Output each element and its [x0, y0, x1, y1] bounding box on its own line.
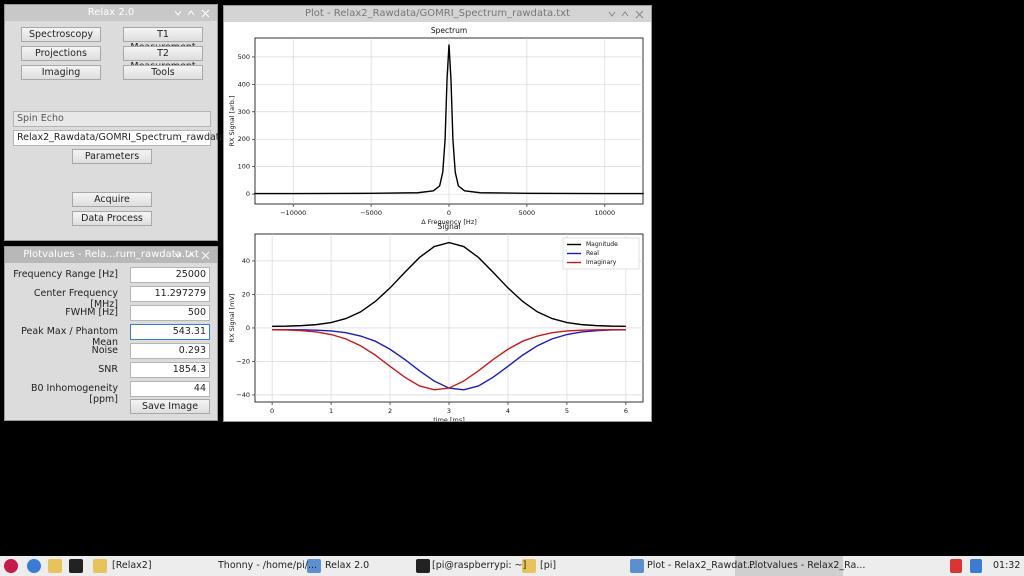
x-axis-label: Δ Frequency [Hz]	[421, 218, 477, 226]
button[interactable]: Data Process	[72, 211, 152, 226]
x-axis-label: time [ms]	[433, 416, 465, 421]
data-line	[254, 44, 644, 195]
volume-icon[interactable]	[970, 559, 982, 573]
button[interactable]: Save Image	[130, 399, 210, 414]
task-item[interactable]: Plotvalues - Relax2_Ra...	[749, 560, 866, 571]
y-axis-label: RX Signal [arb.]	[228, 96, 236, 147]
button[interactable]: Parameters	[72, 149, 152, 164]
y-tick-label: 0	[246, 324, 250, 332]
button[interactable]: Spectroscopy	[21, 27, 101, 42]
x-tick-label: 3	[447, 407, 451, 415]
window-title: Plotvalues - Rela...rum_rawdata.txt	[23, 249, 199, 260]
chart-title: Signal	[437, 222, 460, 231]
y-tick-label: 20	[242, 290, 250, 298]
y-axis-label: RX Signal [mV]	[228, 294, 236, 343]
y-tick-label: 300	[238, 108, 250, 116]
field-label: Center Frequency [MHz]	[33, 288, 118, 310]
value-field[interactable]: 25000	[130, 267, 210, 283]
x-tick-label: 0	[270, 407, 274, 415]
value-field[interactable]: 44	[130, 381, 210, 397]
browser-icon[interactable]	[27, 559, 41, 573]
field-label: SNR	[98, 364, 118, 375]
task-item[interactable]: Relax 2.0	[325, 560, 370, 571]
path-field[interactable]: Relax2_Rawdata/GOMRI_Spectrum_rawdata	[13, 130, 225, 146]
window-title: Plot - Relax2_Rawdata/GOMRI_Spectrum_raw…	[304, 8, 571, 19]
active-task	[735, 556, 843, 576]
y-tick-label: −40	[236, 391, 250, 399]
button[interactable]: T1 Measurement	[123, 27, 203, 53]
task-item[interactable]: Thonny - /home/pi/...	[218, 560, 318, 571]
y-tick-label: 200	[238, 135, 250, 143]
window-controls[interactable]	[173, 250, 213, 260]
sequence-combo[interactable]: Spin Echo	[13, 111, 211, 127]
x-tick-label: −5000	[360, 209, 382, 217]
window-controls[interactable]	[173, 8, 213, 18]
value-field[interactable]: 11.297279	[130, 286, 210, 302]
x-tick-label: 1	[329, 407, 333, 415]
value-field[interactable]: 500	[130, 305, 210, 321]
field-label: Frequency Range [Hz]	[13, 269, 118, 280]
network-icon[interactable]	[950, 559, 962, 573]
y-tick-label: 40	[242, 257, 250, 265]
title-bar: Plotvalues - Rela...rum_rawdata.txt	[5, 247, 217, 263]
y-tick-label: −20	[236, 357, 250, 365]
x-tick-label: 5	[565, 407, 569, 415]
legend-label: Imaginary	[586, 259, 617, 266]
legend-label: Magnitude	[586, 241, 618, 248]
value-field[interactable]: 543.31	[130, 324, 210, 340]
x-tick-label: 5000	[519, 209, 536, 217]
field-label: FWHM [Hz]	[65, 307, 118, 318]
task-item[interactable]: [Relax2]	[112, 560, 152, 571]
menu-icon[interactable]	[4, 559, 18, 573]
field-label: Peak Max / Phantom Mean	[21, 326, 118, 348]
y-tick-label: 100	[238, 163, 250, 171]
x-tick-label: 2	[388, 407, 392, 415]
app-icon	[307, 559, 321, 573]
title-bar: Relax 2.0	[5, 5, 217, 21]
x-tick-label: 10000	[594, 209, 615, 217]
x-tick-label: 6	[624, 407, 628, 415]
field-label: Noise	[91, 345, 118, 356]
taskbar: [Relax2] Thonny - /home/pi/... Relax 2.0 [p…	[0, 556, 1024, 576]
y-tick-label: 400	[238, 80, 250, 88]
x-tick-label: −10000	[280, 209, 306, 217]
button[interactable]: T2 Measurement	[123, 46, 203, 72]
terminal-icon[interactable]	[69, 559, 83, 573]
relax-window: Relax 2.0 Spectroscopy T1 Measurement Pr…	[4, 4, 225, 241]
value-field[interactable]: 0.293	[130, 343, 210, 359]
value-field[interactable]: 1854.3	[130, 362, 210, 378]
button[interactable]: Tools	[123, 65, 203, 80]
app-icon	[630, 559, 644, 573]
button[interactable]: Projections	[21, 46, 101, 61]
window-controls[interactable]	[607, 9, 647, 19]
plot-canvas: Spectrum−10000 −5000 0 5000 1000001002003004…	[228, 26, 644, 421]
window-title: Relax 2.0	[87, 7, 135, 18]
chart-title: Spectrum	[431, 26, 467, 35]
button[interactable]: Imaging	[21, 65, 101, 80]
title-bar: Plot - Relax2_Rawdata/GOMRI_Spectrum_raw…	[224, 6, 651, 22]
folder-icon	[522, 559, 536, 573]
clock: 01:32	[993, 560, 1021, 571]
task-item[interactable]: [pi]	[540, 560, 557, 571]
legend-label: Real	[586, 250, 599, 257]
folder-icon	[93, 559, 107, 573]
task-item[interactable]: Plot - Relax2_Rawdat...	[647, 560, 756, 571]
data-line	[272, 328, 626, 391]
terminal-icon	[416, 559, 430, 573]
x-tick-label: 0	[447, 209, 451, 217]
files-icon[interactable]	[48, 559, 62, 573]
y-tick-label: 0	[246, 190, 250, 198]
plot-window: Plot - Relax2_Rawdata/GOMRI_Spectrum_raw…	[223, 5, 652, 422]
plotvalues-window: Plotvalues - Rela...rum_rawdata.txt Save…	[4, 246, 218, 421]
button[interactable]: Acquire	[72, 192, 152, 207]
data-line	[272, 241, 626, 327]
y-tick-label: 500	[238, 53, 250, 61]
task-item[interactable]: [pi@raspberrypi: ~]	[432, 560, 527, 571]
x-tick-label: 4	[506, 407, 510, 415]
field-label: B0 Inhomogeneity [ppm]	[30, 383, 118, 405]
